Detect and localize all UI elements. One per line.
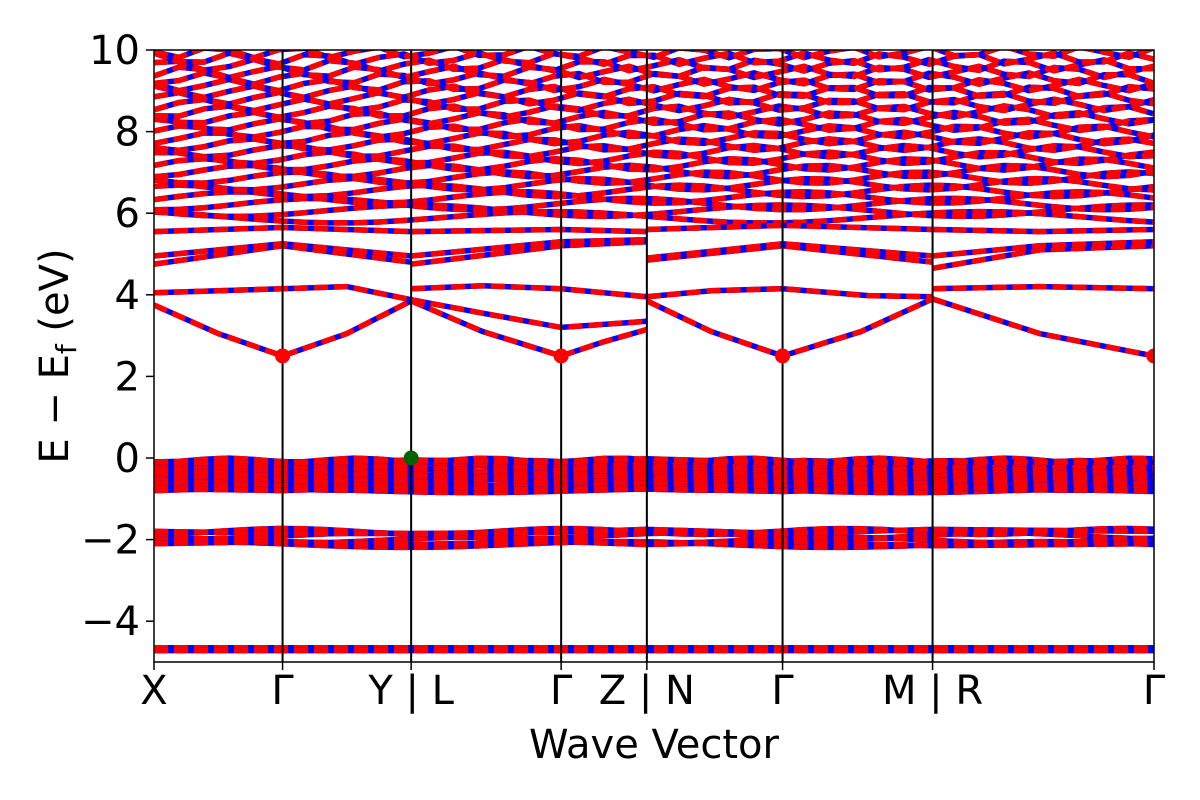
x-tick-label-7: Γ [1143, 668, 1166, 714]
band-6 [410, 283, 648, 300]
dense-band-2-22-spin-up [154, 63, 1154, 81]
x-tick-label-5: Γ [771, 668, 794, 714]
x-tick-label-1: Γ [271, 668, 294, 714]
band-24-spin-up [154, 538, 1154, 549]
band-8-spin-up [932, 283, 1154, 292]
x-tick-label-4: Z | N [599, 668, 695, 714]
y-axis-label-main: E − E [32, 354, 78, 464]
band-20 [932, 226, 1154, 235]
band-16-spin-up [932, 239, 1154, 259]
y-axis-label-unit: (eV) [32, 248, 78, 344]
band-3 [931, 296, 1154, 359]
band-20-spin-up [932, 226, 1154, 235]
dense-band-2-0-spin-up [154, 208, 1154, 226]
dense-band-2-19 [154, 83, 1154, 101]
band-2-spin-up [645, 296, 934, 359]
dense-band-2-23-spin-up [154, 56, 1154, 74]
x-axis-ticks: X Γ Y | L Γ Z | N Γ M | R Γ [140, 662, 1166, 714]
dense-band-0-6-spin-up [154, 471, 1154, 482]
plot-frame [153, 49, 1155, 663]
dense-band-2-1-spin-up [154, 202, 1154, 220]
y-axis-label: E − Ef (eV) [32, 248, 83, 463]
vbm-marker-0 [403, 450, 419, 466]
band-3-spin-down [931, 296, 1154, 359]
band-22 [154, 483, 1154, 495]
dense-band-2-14 [154, 116, 1154, 134]
dense-band-2-5-spin-up [154, 175, 1154, 193]
dense-band-1-3 [154, 525, 1154, 538]
band-22-spin-up [154, 483, 1154, 495]
cbm-marker-4 [1146, 348, 1154, 364]
band-6-spin-up [410, 283, 648, 300]
band-15 [932, 243, 1154, 272]
cbm-marker-1 [275, 348, 291, 364]
cbm-marker-3 [775, 348, 791, 364]
dense-band-2-5 [154, 175, 1154, 193]
y-tick-label-1: −2 [81, 518, 140, 564]
band-7-spin-up [646, 285, 933, 300]
dense-band-2-23 [154, 56, 1154, 74]
band-19-spin-up [646, 222, 933, 233]
band-4 [154, 283, 412, 303]
dense-band-0-9 [154, 464, 1154, 475]
bands-layer [154, 50, 1154, 654]
x-tick-label-2: Y | L [367, 668, 454, 714]
band-14-spin-up [646, 241, 933, 261]
dense-band-2-8-spin-up [154, 155, 1154, 173]
band-23-spin-up [154, 526, 1154, 537]
band-8 [932, 283, 1154, 292]
dense-band-2-25-spin-up [154, 50, 1154, 61]
x-tick-label-6: M | R [882, 668, 983, 714]
x-tick-label-0: X [140, 668, 167, 714]
x-axis-label: Wave Vector [529, 722, 780, 768]
band-21-spin-up [154, 456, 1154, 466]
band-23 [154, 526, 1154, 537]
y-tick-label-2: 0 [115, 436, 140, 482]
y-axis-ticks: −4 −2 0 2 4 6 8 10 [81, 28, 154, 645]
dense-band-2-14-spin-up [154, 116, 1154, 134]
band-19 [646, 222, 933, 233]
y-tick-label-0: −4 [81, 599, 140, 645]
dense-band-2-15 [154, 109, 1154, 127]
dense-band-2-21-spin-up [154, 69, 1154, 88]
y-tick-label-5: 6 [115, 191, 140, 237]
dense-band-2-1 [154, 202, 1154, 220]
x-tick-label-3: Γ [550, 668, 573, 714]
band-2-spin-down [645, 296, 934, 359]
dense-band-2-8 [154, 155, 1154, 173]
dense-band-2-15-spin-up [154, 109, 1154, 127]
band-24 [154, 538, 1154, 549]
band-16 [932, 239, 1154, 259]
y-axis-label-sub: f [50, 343, 83, 354]
dense-band-2-13-spin-up [154, 122, 1154, 140]
y-tick-label-4: 4 [115, 273, 140, 319]
band-5 [410, 296, 648, 331]
band-15-spin-up [932, 243, 1154, 272]
band-7 [646, 285, 933, 300]
dense-band-2-25 [154, 50, 1154, 61]
dense-band-2-19-spin-up [154, 83, 1154, 101]
band-3-spin-up [931, 296, 1154, 359]
dense-band-2-0 [154, 208, 1154, 226]
y-tick-label-7: 10 [89, 28, 140, 74]
dense-band-1-3-spin-up [154, 525, 1154, 538]
band-18 [411, 226, 647, 235]
cbm-marker-2 [553, 348, 569, 364]
dense-band-2-13 [154, 122, 1154, 140]
y-tick-label-3: 2 [115, 354, 140, 400]
band-5-spin-up [410, 296, 648, 331]
extrema-markers [275, 348, 1154, 466]
dense-band-0-9-spin-up [154, 464, 1154, 475]
band-0-spin-up [154, 298, 413, 359]
band-21 [154, 456, 1154, 466]
y-tick-label-6: 8 [115, 110, 140, 156]
band-2 [645, 296, 934, 359]
band-4-spin-up [154, 283, 412, 303]
